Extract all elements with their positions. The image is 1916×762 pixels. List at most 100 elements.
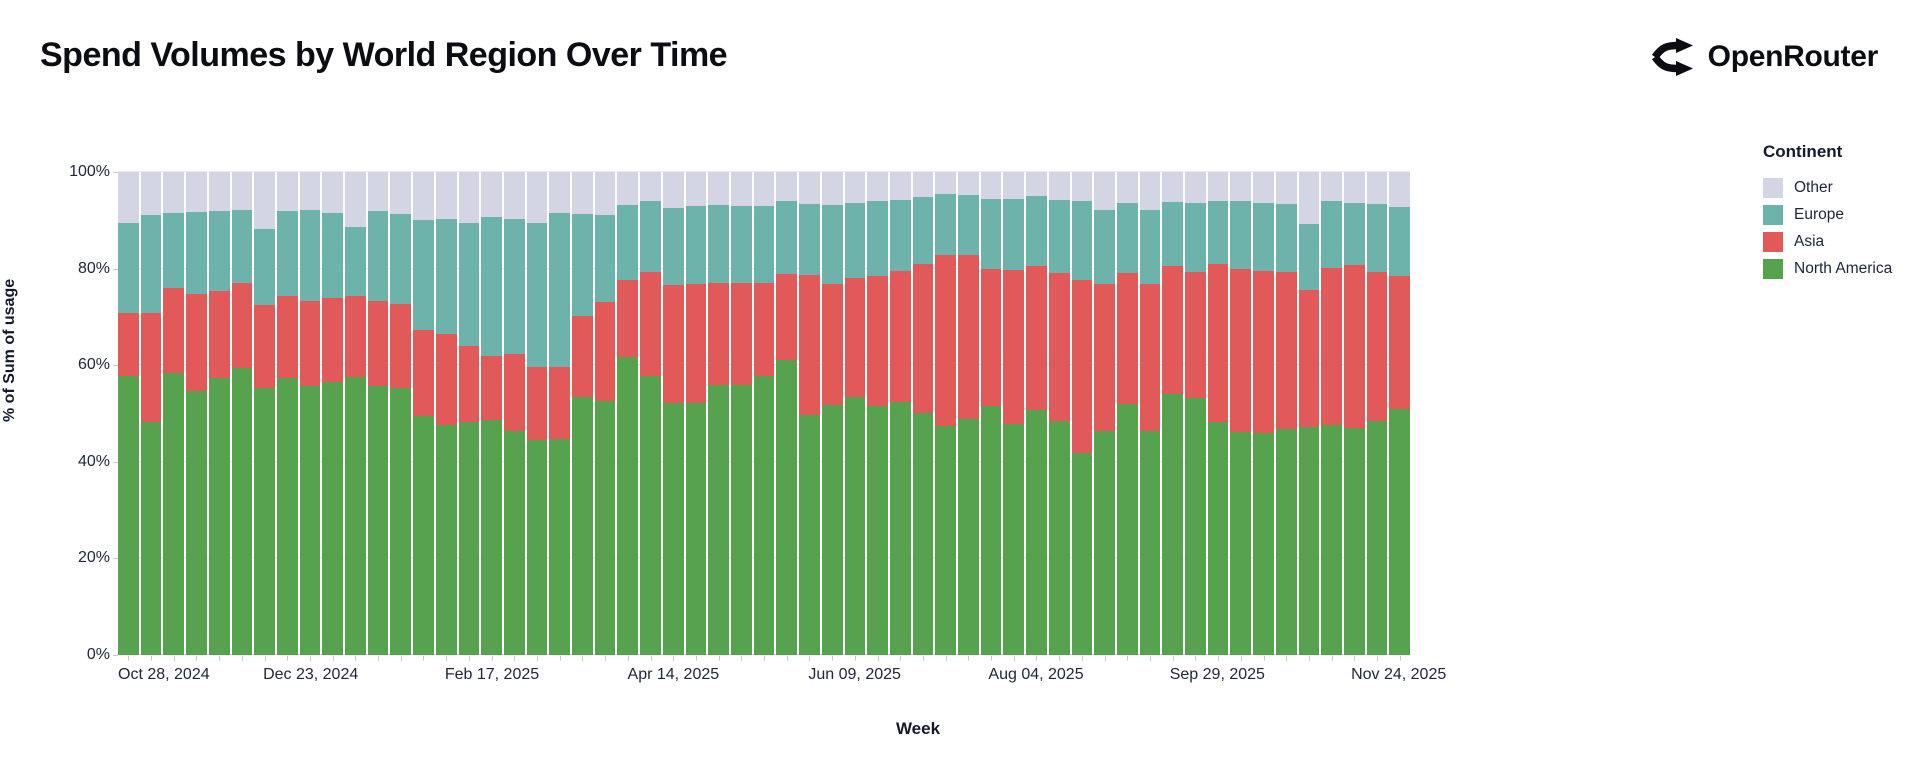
segment-north-america[interactable] <box>1048 420 1070 655</box>
segment-north-america[interactable] <box>367 386 389 655</box>
segment-north-america[interactable] <box>1094 430 1115 655</box>
segment-europe[interactable] <box>345 226 366 296</box>
segment-north-america[interactable] <box>1185 398 1206 655</box>
segment-europe[interactable] <box>1185 202 1206 272</box>
bar-week-sep-22-2025[interactable] <box>1185 172 1206 655</box>
segment-north-america[interactable] <box>889 402 911 655</box>
segment-europe[interactable] <box>867 201 888 277</box>
bar-week-sep-29-2025[interactable] <box>1207 172 1229 655</box>
segment-other[interactable] <box>322 172 344 214</box>
bar-week-apr-28-2025[interactable] <box>708 172 729 655</box>
segment-other[interactable] <box>1275 172 1297 204</box>
segment-asia[interactable] <box>1185 271 1206 399</box>
segment-north-america[interactable] <box>435 424 457 655</box>
segment-north-america[interactable] <box>685 403 707 655</box>
segment-asia[interactable] <box>1230 269 1252 433</box>
segment-asia[interactable] <box>503 354 525 432</box>
segment-europe[interactable] <box>549 212 571 367</box>
segment-europe[interactable] <box>1343 202 1365 266</box>
segment-asia[interactable] <box>572 316 593 398</box>
segment-other[interactable] <box>1094 172 1115 210</box>
bar-week-nov-18-2024[interactable] <box>186 172 207 655</box>
segment-asia[interactable] <box>118 313 139 377</box>
segment-north-america[interactable] <box>662 403 684 655</box>
segment-north-america[interactable] <box>276 377 298 655</box>
segment-north-america[interactable] <box>1207 421 1229 655</box>
bar-week-mar-03-2025[interactable] <box>526 172 548 655</box>
segment-asia[interactable] <box>1048 272 1070 421</box>
segment-other[interactable] <box>730 172 752 207</box>
segment-other[interactable] <box>1003 172 1025 200</box>
segment-other[interactable] <box>1366 172 1388 205</box>
segment-asia[interactable] <box>662 284 684 404</box>
segment-other[interactable] <box>1230 172 1252 201</box>
segment-north-america[interactable] <box>1275 428 1297 655</box>
bar-week-nov-03-2025[interactable] <box>1321 172 1342 655</box>
segment-europe[interactable] <box>1071 201 1093 280</box>
segment-europe[interactable] <box>1366 204 1388 273</box>
bar-week-apr-21-2025[interactable] <box>685 172 707 655</box>
segment-other[interactable] <box>594 172 616 215</box>
bar-week-jul-07-2025[interactable] <box>935 172 957 655</box>
segment-other[interactable] <box>572 172 593 215</box>
legend-item-asia[interactable]: Asia <box>1763 232 1913 252</box>
bar-week-dec-30-2024[interactable] <box>322 172 344 655</box>
segment-europe[interactable] <box>776 201 798 274</box>
legend-item-europe[interactable]: Europe <box>1763 205 1913 225</box>
segment-north-america[interactable] <box>572 397 593 655</box>
segment-other[interactable] <box>776 172 798 202</box>
segment-europe[interactable] <box>1207 200 1229 264</box>
bar-week-jan-20-2025[interactable] <box>390 172 412 655</box>
segment-europe[interactable] <box>662 208 684 285</box>
bar-week-jun-30-2025[interactable] <box>912 172 934 655</box>
bar-week-mar-31-2025[interactable] <box>617 172 639 655</box>
segment-europe[interactable] <box>821 204 843 284</box>
segment-north-america[interactable] <box>118 376 139 655</box>
segment-other[interactable] <box>481 172 502 218</box>
bar-week-mar-17-2025[interactable] <box>572 172 593 655</box>
segment-other[interactable] <box>821 172 843 205</box>
segment-asia[interactable] <box>867 276 888 407</box>
segment-north-america[interactable] <box>1298 427 1320 655</box>
segment-north-america[interactable] <box>1366 420 1388 655</box>
segment-north-america[interactable] <box>1003 423 1025 655</box>
segment-asia[interactable] <box>367 300 389 387</box>
segment-north-america[interactable] <box>208 378 230 655</box>
segment-asia[interactable] <box>889 271 911 403</box>
segment-asia[interactable] <box>299 300 321 386</box>
segment-north-america[interactable] <box>867 406 888 655</box>
bar-week-oct-06-2025[interactable] <box>1230 172 1252 655</box>
bar-week-jul-21-2025[interactable] <box>980 172 1002 655</box>
segment-north-america[interactable] <box>935 426 957 655</box>
bar-week-oct-27-2025[interactable] <box>1298 172 1320 655</box>
segment-europe[interactable] <box>617 204 639 280</box>
segment-europe[interactable] <box>1230 200 1252 270</box>
segment-north-america[interactable] <box>844 397 866 655</box>
segment-other[interactable] <box>1207 172 1229 201</box>
bar-week-sep-08-2025[interactable] <box>1139 172 1161 655</box>
segment-asia[interactable] <box>276 295 298 378</box>
segment-europe[interactable] <box>276 211 298 296</box>
segment-europe[interactable] <box>980 199 1002 270</box>
segment-europe[interactable] <box>1026 196 1047 266</box>
segment-other[interactable] <box>799 172 820 204</box>
segment-europe[interactable] <box>1253 202 1274 271</box>
segment-europe[interactable] <box>1298 223 1320 290</box>
segment-north-america[interactable] <box>549 439 571 655</box>
segment-other[interactable] <box>345 172 366 227</box>
bar-week-sep-15-2025[interactable] <box>1162 172 1184 655</box>
segment-asia[interactable] <box>254 304 275 389</box>
segment-other[interactable] <box>1321 172 1342 202</box>
segment-asia[interactable] <box>958 254 979 420</box>
segment-europe[interactable] <box>481 217 502 357</box>
segment-other[interactable] <box>867 172 888 202</box>
bar-week-jul-14-2025[interactable] <box>958 172 979 655</box>
segment-europe[interactable] <box>526 223 548 367</box>
segment-north-america[interactable] <box>503 431 525 655</box>
segment-other[interactable] <box>844 172 866 203</box>
segment-other[interactable] <box>935 172 957 195</box>
segment-other[interactable] <box>435 172 457 219</box>
bar-week-oct-28-2024[interactable] <box>118 172 139 655</box>
bar-week-dec-16-2024[interactable] <box>276 172 298 655</box>
segment-asia[interactable] <box>1116 273 1138 404</box>
